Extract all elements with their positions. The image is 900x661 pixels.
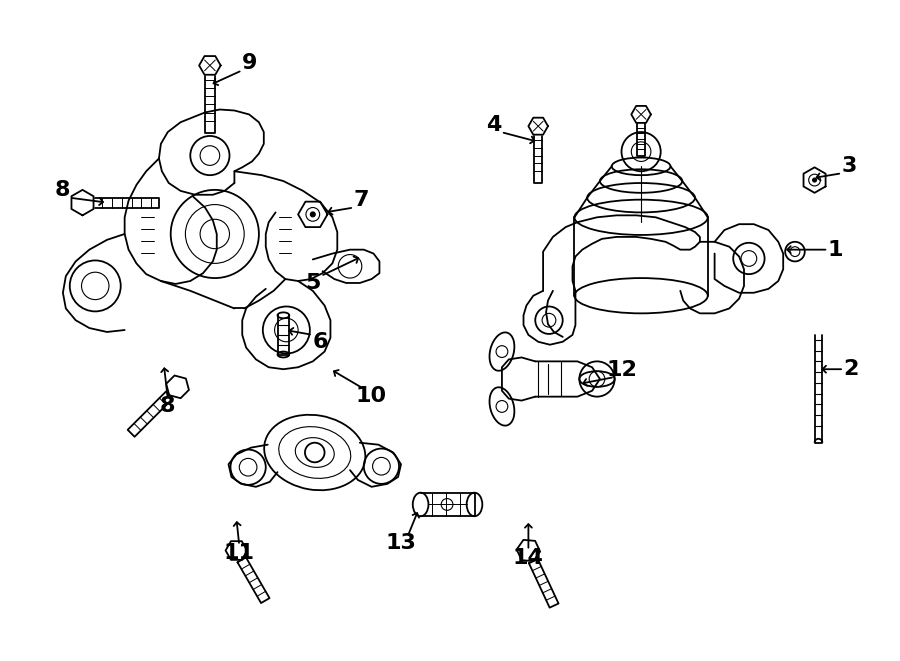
- Text: 14: 14: [513, 548, 544, 568]
- Text: 12: 12: [607, 360, 637, 379]
- Circle shape: [813, 178, 816, 182]
- Text: 2: 2: [843, 359, 859, 379]
- Text: 9: 9: [242, 53, 257, 73]
- Text: 5: 5: [306, 274, 321, 293]
- Text: 8: 8: [55, 180, 70, 200]
- Text: 3: 3: [842, 156, 857, 176]
- Text: 13: 13: [385, 533, 416, 553]
- Text: 1: 1: [828, 240, 843, 260]
- Text: 8: 8: [160, 396, 176, 416]
- Text: 10: 10: [356, 386, 387, 406]
- Text: 4: 4: [486, 115, 501, 135]
- Text: 6: 6: [312, 332, 328, 352]
- Circle shape: [310, 212, 315, 217]
- Text: 11: 11: [224, 543, 255, 563]
- Text: 7: 7: [354, 190, 369, 210]
